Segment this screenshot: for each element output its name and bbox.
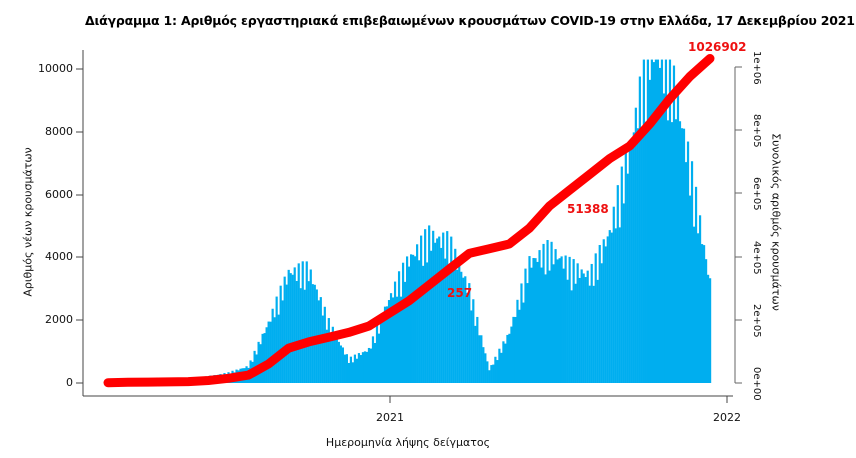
right-tick-label: 1e+06 [751,51,762,85]
x-axis-ticks [389,396,728,403]
annotation-cumulative-mid2: 51388 [567,202,609,216]
annotation-cumulative-mid1: 257 [447,286,473,300]
x-axis-label: Ημερομηνία λήψης δείγματος [325,436,491,449]
right-tick-label: 4e+05 [751,241,762,275]
right-tick-label: 0e+00 [751,367,762,401]
right-tick-label: 8e+05 [751,114,762,148]
cumulative-cases-line [103,54,715,388]
left-tick-label: 8000 [45,125,73,138]
right-tick-label: 6e+05 [751,177,762,211]
annotation-cumulative-total: 1026902 [688,40,747,54]
left-tick-label: 0 [66,376,73,389]
x-tick-label: 2022 [713,411,741,424]
x-tick-label: 2021 [376,411,404,424]
y-axis-label-left: Αριθμός νέων κρουσμάτων [21,147,35,297]
left-tick-label: 4000 [45,250,73,263]
daily-cases-bars [107,59,712,384]
left-tick-label: 6000 [45,188,73,201]
right-tick-label: 2e+05 [751,304,762,338]
left-tick-label: 10000 [38,62,73,75]
left-axis-ticks [76,68,83,384]
right-axis [734,66,742,384]
y-axis-label-right: Συνολικός αριθμός κρουσμάτων [769,133,783,311]
left-tick-label: 2000 [45,313,73,326]
chart-title: Διάγραμμα 1: Αριθμός εργαστηριακά επιβεβ… [85,13,855,28]
